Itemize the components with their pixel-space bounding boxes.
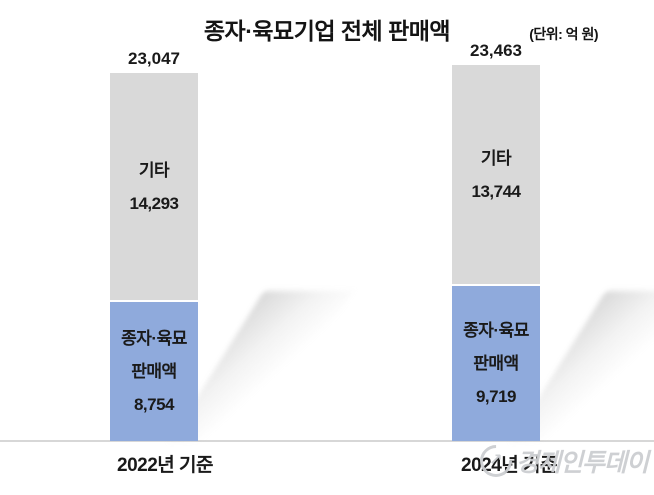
watermark: ↗ 경제인투데이 xyxy=(473,438,649,484)
bar-total-label: 23,463 xyxy=(470,41,522,60)
segment-seed-sales: 종자·육묘 판매액 9,719 xyxy=(452,286,540,441)
segment-label: 판매액 xyxy=(131,362,177,381)
segment-label: 종자·육묘 xyxy=(121,329,187,348)
segment-etc: 기타 14,293 xyxy=(110,73,198,300)
bar-stack: 기타 13,744 종자·육묘 판매액 9,719 xyxy=(452,65,540,441)
segment-label: 기타 xyxy=(138,160,170,180)
x-axis-label-2024: 2024년 기준 xyxy=(461,455,558,476)
segment-label: 기타 xyxy=(480,148,512,168)
stacked-bar-2024: 23,463 기타 13,744 종자·육묘 판매액 9,719 xyxy=(452,41,654,441)
segment-value: 14,293 xyxy=(129,193,180,213)
segment-label: 종자·육묘 xyxy=(463,321,529,340)
x-axis-line xyxy=(0,440,654,442)
stacked-bar-2022: 23,047 기타 14,293 종자·육묘 판매액 8,754 xyxy=(110,49,354,441)
unit-label: (단위: 억 원) xyxy=(529,26,598,42)
segment-seed-sales: 종자·육묘 판매액 8,754 xyxy=(110,302,198,441)
segment-value: 13,744 xyxy=(471,181,522,201)
up-arrow-circle-icon: ↗ xyxy=(473,438,519,484)
bar-stack: 기타 14,293 종자·육묘 판매액 8,754 xyxy=(110,73,198,441)
watermark-text: 경제인투데이 xyxy=(515,449,649,477)
bar-total-label: 23,047 xyxy=(128,49,180,68)
segment-value: 8,754 xyxy=(133,395,175,414)
chart-title: 종자·육묘기업 전체 판매액 xyxy=(203,18,451,44)
segment-label: 판매액 xyxy=(473,354,519,373)
segment-value: 9,719 xyxy=(475,387,517,406)
segment-etc: 기타 13,744 xyxy=(452,65,540,284)
x-axis-label-2022: 2022년 기준 xyxy=(117,455,214,476)
